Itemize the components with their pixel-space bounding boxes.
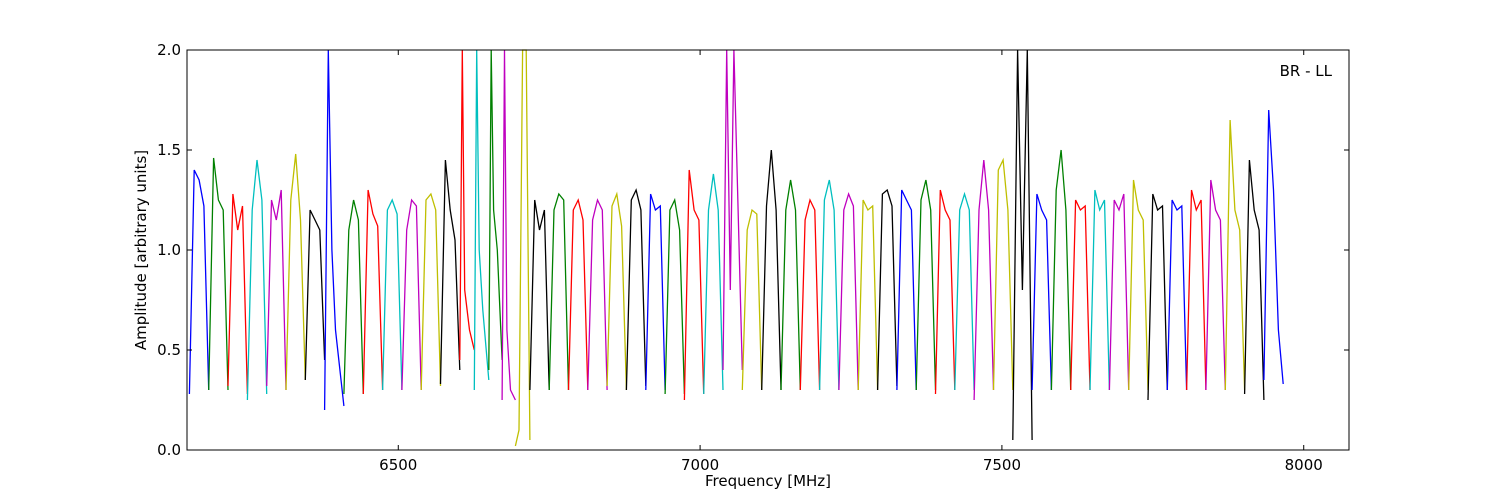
y-tick-label-4: 2.0 xyxy=(157,41,181,59)
series-line-51 xyxy=(1147,193,1168,401)
series-line-0 xyxy=(188,169,210,395)
series-line-57 xyxy=(1263,109,1284,385)
series-line-25 xyxy=(645,193,666,391)
series-line-7 xyxy=(323,49,345,411)
series-line-9 xyxy=(362,189,384,395)
series-line-8 xyxy=(343,199,364,395)
series-line-48 xyxy=(1089,189,1111,391)
series-line-49 xyxy=(1108,193,1130,391)
series-line-34 xyxy=(818,179,840,391)
series-line-54 xyxy=(1205,179,1226,391)
series-line-6 xyxy=(304,209,326,381)
series-line-29 xyxy=(722,49,743,371)
series-line-38 xyxy=(896,189,917,391)
series-line-42 xyxy=(973,159,995,401)
series-line-14 xyxy=(459,49,475,361)
series-line-47 xyxy=(1070,199,1091,391)
series-line-30 xyxy=(741,208,763,391)
series-line-23 xyxy=(606,191,628,391)
series-line-10 xyxy=(381,198,403,391)
series-line-44 xyxy=(1012,49,1033,441)
series-line-31 xyxy=(761,149,782,391)
annotation-label: BR - LL xyxy=(1280,62,1333,80)
series-line-55 xyxy=(1224,119,1246,391)
series-line-11 xyxy=(401,198,422,391)
series-line-3 xyxy=(246,159,268,401)
series-line-39 xyxy=(915,179,937,391)
y-tick-label-1: 0.5 xyxy=(157,341,181,359)
series-line-36 xyxy=(857,199,879,391)
series-line-50 xyxy=(1128,179,1149,391)
series-line-28 xyxy=(703,173,724,395)
series-line-41 xyxy=(954,191,975,391)
series-line-27 xyxy=(683,169,705,401)
x-tick-label-3: 8000 xyxy=(1285,456,1323,474)
series-line-35 xyxy=(838,192,859,391)
series-line-20 xyxy=(548,192,570,391)
series-line-37 xyxy=(876,188,898,391)
x-axis-label: Frequency [MHz] xyxy=(705,472,831,490)
series-line-4 xyxy=(266,189,287,391)
series-line-52 xyxy=(1166,199,1188,391)
series-line-19 xyxy=(529,199,550,391)
y-tick-label-2: 1.0 xyxy=(157,241,181,259)
x-tick-label-0: 6500 xyxy=(379,456,417,474)
ticks-layer: 6500 7000 7500 8000 0.0 0.5 1.0 1.5 2.0 xyxy=(157,41,1349,474)
y-tick-label-3: 1.5 xyxy=(157,141,181,159)
y-tick-label-0: 0.0 xyxy=(157,441,181,459)
series-line-56 xyxy=(1243,159,1265,401)
series-line-12 xyxy=(420,192,442,391)
series-line-53 xyxy=(1185,189,1207,391)
series-line-46 xyxy=(1050,149,1072,391)
series-line-40 xyxy=(934,189,956,395)
series-line-33 xyxy=(799,198,821,391)
x-tick-label-2: 7500 xyxy=(983,456,1021,474)
series-line-24 xyxy=(625,188,647,391)
series-line-15 xyxy=(473,49,490,391)
series-line-26 xyxy=(664,197,686,395)
series-line-43 xyxy=(992,157,1014,391)
series-line-21 xyxy=(567,198,589,391)
series-line-5 xyxy=(285,153,306,391)
series-line-32 xyxy=(780,179,801,391)
y-axis-label: Amplitude [arbitrary units] xyxy=(132,150,150,350)
series-line-13 xyxy=(439,159,461,385)
series-line-2 xyxy=(227,193,249,395)
series-line-45 xyxy=(1031,193,1053,391)
series-line-17 xyxy=(501,49,516,401)
series-layer xyxy=(188,49,1284,447)
series-line-22 xyxy=(587,198,608,391)
x-tick-label-1: 7000 xyxy=(681,456,719,474)
series-line-16 xyxy=(488,49,503,371)
series-line-1 xyxy=(208,157,229,391)
